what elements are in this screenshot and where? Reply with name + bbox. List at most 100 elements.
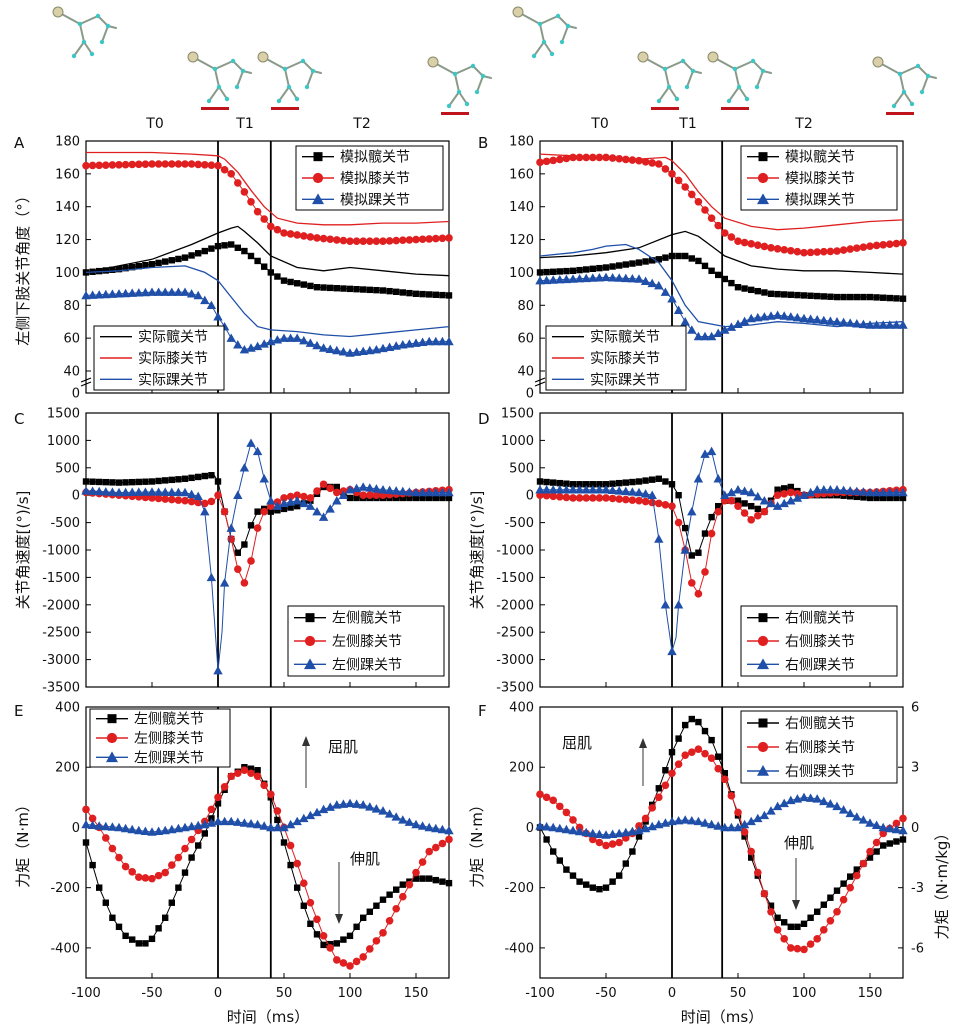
data-point bbox=[596, 481, 603, 488]
data-point bbox=[187, 497, 196, 506]
skeleton-joint bbox=[901, 89, 907, 95]
data-point bbox=[878, 487, 888, 497]
data-point bbox=[305, 501, 316, 510]
data-point bbox=[561, 485, 572, 494]
data-point bbox=[542, 793, 551, 802]
data-point bbox=[214, 478, 222, 485]
data-point bbox=[754, 868, 762, 877]
y-tick-label: 140 bbox=[55, 200, 80, 215]
phase-label-t0-left: T0 bbox=[145, 116, 163, 132]
data-point bbox=[134, 487, 144, 496]
legend-marker-triangle bbox=[757, 658, 769, 670]
data-point bbox=[880, 842, 887, 849]
data-point bbox=[556, 479, 563, 487]
force-plate-icon bbox=[651, 107, 679, 110]
skeleton-joint bbox=[680, 58, 686, 64]
data-point bbox=[833, 887, 841, 894]
legend-entry: 左侧踝关节 bbox=[134, 750, 204, 766]
data-point bbox=[168, 257, 175, 264]
data-point bbox=[700, 818, 710, 827]
legend-marker-circle bbox=[757, 741, 769, 753]
data-point bbox=[674, 518, 683, 527]
skeleton-joint bbox=[732, 66, 738, 72]
data-point bbox=[154, 494, 163, 503]
series-hip bbox=[536, 252, 907, 302]
x-axis-titles: 时间（ms） 时间（ms） bbox=[227, 1008, 763, 1026]
data-point bbox=[333, 483, 340, 491]
data-point bbox=[431, 823, 441, 833]
data-point bbox=[608, 840, 617, 848]
data-point bbox=[866, 242, 874, 250]
data-point bbox=[674, 176, 683, 185]
data-point bbox=[721, 775, 729, 784]
data-point bbox=[741, 285, 748, 292]
skeleton-joint bbox=[531, 53, 537, 59]
data-point bbox=[346, 932, 354, 940]
y-axis-title: 关节角速度[(°)/s] bbox=[14, 491, 32, 610]
data-point bbox=[246, 438, 256, 447]
data-point bbox=[372, 237, 381, 246]
data-point bbox=[649, 476, 656, 483]
data-point bbox=[899, 295, 907, 302]
data-point bbox=[634, 274, 644, 283]
data-point bbox=[734, 284, 742, 291]
data-point bbox=[287, 504, 294, 511]
data-point bbox=[313, 234, 321, 242]
data-point bbox=[812, 315, 822, 324]
data-point bbox=[404, 487, 415, 496]
data-point bbox=[701, 262, 709, 270]
data-point bbox=[213, 312, 223, 321]
data-point bbox=[424, 822, 434, 832]
y-tick-label: 0 bbox=[526, 821, 534, 836]
data-point bbox=[893, 295, 900, 302]
data-point bbox=[733, 485, 743, 494]
data-point bbox=[102, 267, 109, 274]
y-tick-label: 400 bbox=[509, 701, 534, 716]
data-point bbox=[292, 495, 302, 505]
data-point bbox=[140, 287, 151, 297]
data-point bbox=[253, 524, 262, 532]
data-point bbox=[318, 343, 329, 352]
legend-entry: 左侧髋关节 bbox=[134, 711, 204, 728]
data-point bbox=[333, 236, 341, 244]
data-point bbox=[720, 490, 730, 499]
x-tick-label: 100 bbox=[792, 986, 817, 1001]
data-point bbox=[365, 483, 375, 492]
data-point bbox=[412, 875, 420, 882]
data-point bbox=[201, 472, 208, 480]
data-point bbox=[325, 802, 335, 811]
data-point bbox=[596, 885, 603, 893]
data-point bbox=[673, 815, 684, 825]
y-tick-label: 1000 bbox=[47, 434, 80, 449]
data-point bbox=[391, 486, 401, 495]
skeleton-joint bbox=[282, 66, 288, 72]
data-point bbox=[569, 816, 577, 824]
y-tick-label: -3500 bbox=[42, 681, 80, 696]
data-point bbox=[820, 247, 828, 256]
y-axis-title: 力矩（N·m） bbox=[468, 797, 486, 888]
y-tick-label: 120 bbox=[55, 233, 80, 248]
data-point bbox=[535, 821, 545, 830]
data-point bbox=[760, 889, 769, 898]
data-point bbox=[439, 878, 446, 885]
data-point bbox=[213, 665, 223, 675]
y-tick-label: 40 bbox=[63, 365, 80, 380]
data-point bbox=[115, 923, 123, 931]
data-point bbox=[563, 480, 570, 487]
data-point bbox=[247, 522, 255, 529]
y-tick-label: -1000 bbox=[496, 544, 534, 559]
data-point bbox=[865, 487, 875, 497]
data-point bbox=[181, 496, 189, 505]
data-point bbox=[134, 825, 144, 835]
data-point bbox=[155, 477, 162, 485]
data-point bbox=[411, 338, 421, 347]
legend-entry: 模拟髋关节 bbox=[785, 149, 855, 166]
data-point bbox=[839, 895, 848, 904]
data-point bbox=[306, 494, 315, 502]
data-point bbox=[406, 494, 413, 502]
legend-marker-circle bbox=[304, 635, 316, 647]
data-point bbox=[318, 512, 329, 521]
data-point bbox=[629, 260, 636, 267]
data-point bbox=[371, 484, 382, 493]
